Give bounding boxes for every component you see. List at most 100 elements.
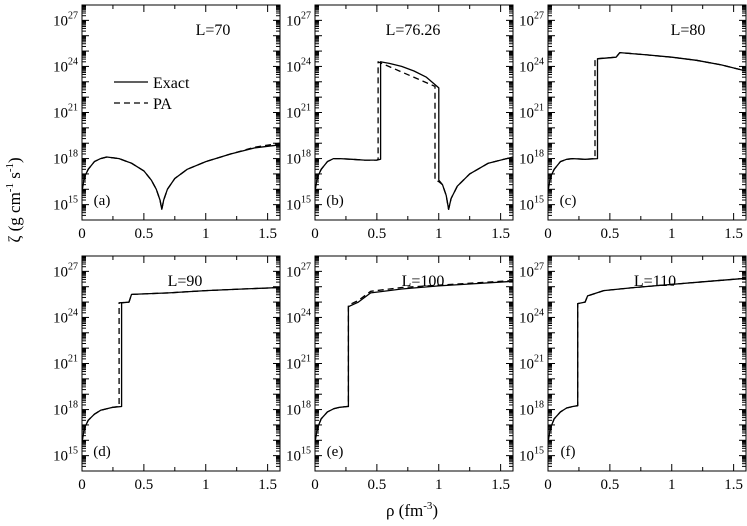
series-line-exact [82, 286, 280, 442]
panel-tag: (c) [560, 193, 577, 209]
y-tick-label-base: 10 [53, 264, 68, 280]
y-tick-label: 1024 [286, 56, 311, 75]
y-tick-label-base: 10 [53, 357, 68, 373]
y-tick-label-exp: 15 [301, 446, 311, 457]
x-tick-label: 1 [435, 226, 443, 242]
y-tick-label-exp: 15 [534, 446, 544, 457]
y-tick-label-exp: 18 [68, 149, 78, 160]
y-tick-label: 1018 [519, 400, 544, 419]
y-tick-label-exp: 24 [534, 307, 544, 318]
y-tick-label: 1024 [53, 307, 78, 326]
x-tick-label: 1.5 [258, 226, 277, 242]
y-tick-label-exp: 27 [68, 10, 78, 21]
y-tick-label-base: 10 [519, 152, 534, 168]
y-tick-label: 1021 [53, 103, 78, 122]
y-tick-label-base: 10 [286, 449, 301, 465]
y-tick-label-base: 10 [519, 59, 534, 75]
y-tick-label: 1021 [519, 354, 544, 373]
y-tick-label-base: 10 [53, 59, 68, 75]
y-tick-label-exp: 27 [534, 10, 544, 21]
y-axis-title: ζ (g cm-1 s-1) [4, 157, 24, 242]
series-line-pa [315, 61, 513, 210]
series-line-pa [82, 142, 280, 210]
panel-tag: (f) [561, 444, 576, 460]
y-axis-title-part: ) [5, 157, 24, 163]
y-tick-label: 1018 [519, 149, 544, 168]
y-tick-label: 1027 [53, 10, 78, 29]
x-tick-label: 0 [311, 226, 319, 242]
y-tick-label-exp: 27 [301, 10, 311, 21]
x-tick-label: 0.5 [601, 226, 620, 242]
y-tick-label-exp: 18 [301, 149, 311, 160]
y-tick-label-base: 10 [519, 310, 534, 326]
x-tick-label: 0 [78, 477, 86, 493]
y-tick-label-exp: 18 [68, 400, 78, 411]
x-tick-label: 1 [435, 477, 443, 493]
panel-title: L=70 [196, 22, 231, 39]
y-tick-label: 1027 [519, 261, 544, 280]
x-tick-label: 1.5 [491, 226, 510, 242]
x-tick-label: 1 [202, 226, 210, 242]
series-line-exact [548, 51, 746, 191]
x-tick-label: 1.5 [724, 226, 743, 242]
y-tick-label-exp: 18 [534, 400, 544, 411]
y-tick-label-base: 10 [286, 357, 301, 373]
y-tick-label: 1015 [286, 446, 311, 465]
y-tick-label-exp: 15 [68, 446, 78, 457]
y-tick-label-base: 10 [53, 152, 68, 168]
y-tick-label: 1015 [286, 195, 311, 214]
plot-frame [81, 4, 281, 221]
series-line-pa [548, 51, 746, 191]
series-line-pa [315, 279, 513, 442]
y-tick-label-base: 10 [53, 310, 68, 326]
y-tick-label: 1021 [519, 103, 544, 122]
y-tick-label-base: 10 [53, 13, 68, 29]
y-tick-label-exp: 27 [534, 261, 544, 272]
y-tick-label-exp: 21 [301, 354, 311, 365]
y-tick-label-base: 10 [519, 357, 534, 373]
x-tick-label: 0 [78, 226, 86, 242]
y-tick-label-base: 10 [286, 152, 301, 168]
y-tick-label: 1015 [519, 446, 544, 465]
plot-frame [547, 4, 747, 221]
series-line-exact [82, 144, 280, 210]
x-axis-title: ρ (fm-3) [386, 500, 438, 520]
y-tick-label-base: 10 [286, 403, 301, 419]
y-tick-label: 1027 [286, 261, 311, 280]
y-tick-label-exp: 15 [68, 195, 78, 206]
x-tick-label: 0.5 [135, 477, 154, 493]
y-tick-label-exp: 21 [68, 103, 78, 114]
y-tick-label-exp: 24 [301, 307, 311, 318]
x-axis-title-part: ρ (fm [386, 501, 423, 520]
series-line-exact [315, 280, 513, 442]
series-line-exact [548, 277, 746, 442]
y-tick-label-exp: 15 [534, 195, 544, 206]
x-axis-title-part: ) [432, 501, 438, 520]
y-tick-label-base: 10 [286, 264, 301, 280]
panel-tag: (d) [93, 444, 111, 460]
y-tick-label: 1027 [53, 261, 78, 280]
y-tick-label-exp: 15 [301, 195, 311, 206]
y-tick-label-exp: 21 [68, 354, 78, 365]
x-tick-label: 1.5 [491, 477, 510, 493]
panel-title: L=90 [168, 273, 203, 290]
y-tick-label-base: 10 [519, 403, 534, 419]
y-tick-label-base: 10 [53, 449, 68, 465]
y-tick-label: 1015 [53, 446, 78, 465]
y-tick-label: 1021 [286, 354, 311, 373]
y-tick-label-exp: 27 [68, 261, 78, 272]
series-line-exact [315, 61, 513, 210]
y-tick-label: 1024 [53, 56, 78, 75]
y-tick-label: 1024 [286, 307, 311, 326]
y-tick-label-base: 10 [286, 13, 301, 29]
legend-label-exact: Exact [153, 75, 190, 92]
x-tick-label: 0.5 [368, 226, 387, 242]
panel-title: L=100 [402, 273, 445, 290]
